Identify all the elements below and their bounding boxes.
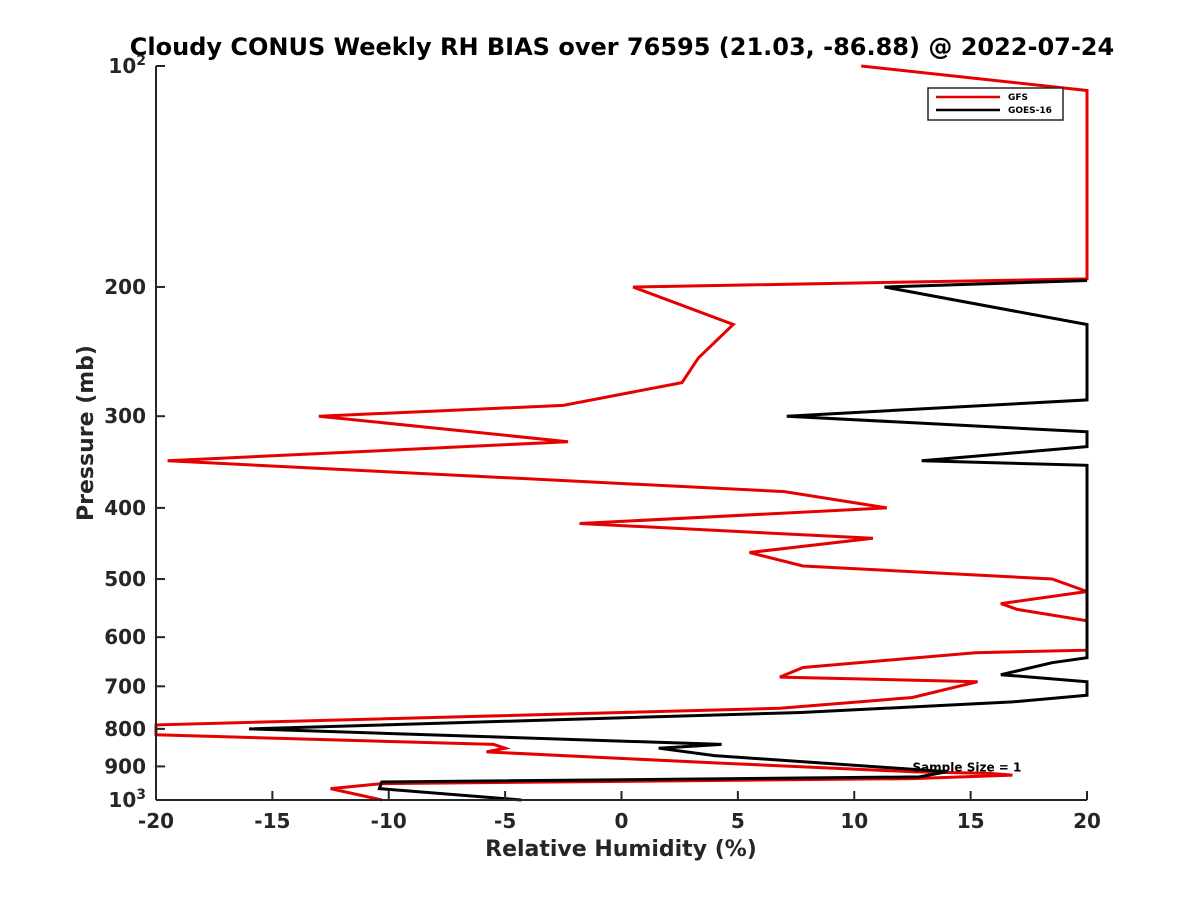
x-tick-label: 15: [957, 809, 985, 833]
x-tick-label: 20: [1073, 809, 1101, 833]
x-tick-label: 0: [615, 809, 629, 833]
x-axis-label: Relative Humidity (%): [485, 837, 757, 862]
x-tick-label: 5: [731, 809, 745, 833]
series-line-goes16: [249, 279, 1089, 802]
y-tick-label: 700: [104, 674, 146, 698]
x-tick-label: -15: [254, 809, 290, 833]
x-tick-label: 10: [840, 809, 868, 833]
y-tick-label: 300: [104, 404, 146, 428]
y-tick-label: 400: [104, 496, 146, 520]
y-tick-label: 900: [104, 754, 146, 778]
x-tick-label: -10: [371, 809, 407, 833]
x-tick-label: -20: [138, 809, 174, 833]
series-line-gfs: [154, 64, 1089, 802]
x-ticks: -20 -15 -10 -5 0 5 10 15 20: [138, 791, 1101, 833]
x-tick-label: -5: [494, 809, 516, 833]
series-layer: [154, 64, 1089, 802]
y-tick-label: 600: [104, 625, 146, 649]
legend-box: [927, 87, 1064, 121]
legend-label-goes16: GOES-16: [1008, 106, 1052, 116]
sample-size-annotation: Sample Size = 1: [912, 760, 1021, 774]
legend-label-gfs: GFS: [1008, 93, 1028, 103]
y-tick-label: 500: [104, 567, 146, 591]
chart-title: Cloudy CONUS Weekly RH BIAS over 76595 (…: [130, 33, 1114, 61]
y-tick-label: 200: [104, 275, 146, 299]
y-axis-label: Pressure (mb): [74, 345, 99, 521]
legend: GFS GOES-16: [927, 87, 1064, 121]
y-tick-label: 800: [104, 717, 146, 741]
